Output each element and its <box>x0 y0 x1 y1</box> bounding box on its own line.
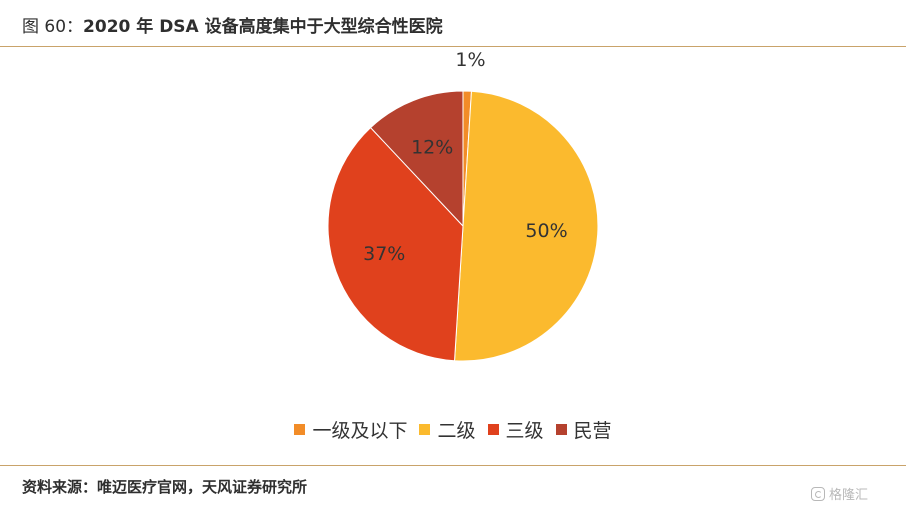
pie-label-4: 12% <box>411 137 453 159</box>
legend-item-4: 民营 <box>555 416 612 443</box>
legend-item-3: 三级 <box>487 416 544 443</box>
title-bar: 图 60：2020 年 DSA 设备高度集中于大型综合性医院 <box>0 0 906 47</box>
chart-title: 图 60：2020 年 DSA 设备高度集中于大型综合性医院 <box>22 12 443 37</box>
pie-label-3: 37% <box>363 243 405 265</box>
watermark: 格隆汇 <box>810 484 868 503</box>
figure-number: 图 60： <box>22 17 84 37</box>
footer-divider <box>0 465 906 466</box>
legend-swatch-4 <box>555 423 567 435</box>
legend-label-2: 二级 <box>437 419 476 442</box>
watermark-text: 格隆汇 <box>828 488 868 503</box>
legend-item-2: 二级 <box>419 416 476 443</box>
pie-label-1: 1% <box>455 49 485 71</box>
legend-label-3: 三级 <box>505 419 544 442</box>
legend-label-4: 民营 <box>573 419 612 442</box>
pie-slice-4 <box>369 90 464 228</box>
pie-label-2: 50% <box>525 220 567 242</box>
source-note: 资料来源：唯迈医疗官网，天风证券研究所 <box>22 478 308 496</box>
pie-chart: 1% 50% 37% 12% <box>327 49 599 362</box>
pie-slice-2 <box>453 90 599 362</box>
legend-swatch-1 <box>294 423 306 435</box>
legend-item-1: 一级及以下 <box>294 416 407 443</box>
legend-swatch-3 <box>487 423 499 435</box>
legend-label-1: 一级及以下 <box>312 419 408 442</box>
gelonghui-logo-icon <box>810 486 825 501</box>
figure-title: 2020 年 DSA 设备高度集中于大型综合性医院 <box>83 17 443 37</box>
pie-slice-3 <box>327 126 464 362</box>
legend-swatch-2 <box>419 423 431 435</box>
chart-legend: 一级及以下 二级 三级 民营 <box>0 413 906 445</box>
